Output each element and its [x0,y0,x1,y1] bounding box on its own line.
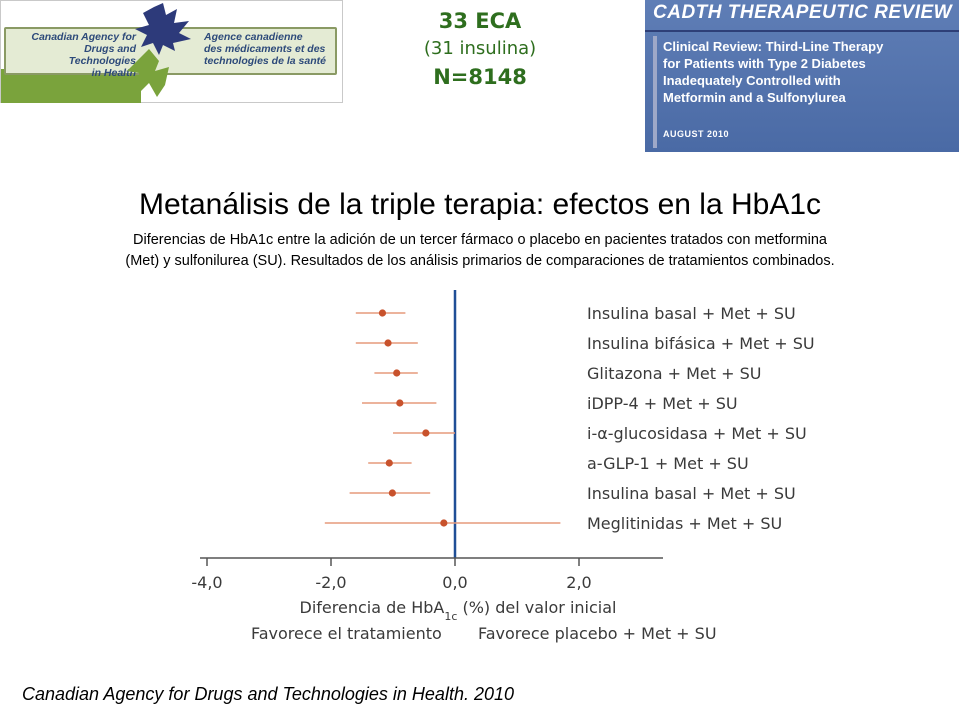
x-axis-title-prefix: Diferencia de HbA [300,598,445,617]
point-estimate [388,489,396,497]
cover-date: AUGUST 2010 [663,129,730,139]
trial-count: 33 ECA [438,9,522,33]
page-subtitle: Diferencias de HbA1c entre la adición de… [12,230,948,272]
forest-rows: Insulina basal + Met + SU Insulina bifási… [324,304,815,533]
subtitle-line-2: (Met) y sulfonilurea (SU). Resultados de… [125,253,835,269]
cadth-logo: Canadian Agency for Drugs and Technologi… [0,0,343,103]
cover-title: CADTH THERAPEUTIC REVIEW [653,2,953,23]
point-estimate [422,429,430,437]
point-estimate [385,459,393,467]
row-label: i-α-glucosidasa + Met + SU [587,424,807,443]
x-tick-label: 2,0 [566,573,591,592]
x-axis-ticks: -4,0 -2,0 0,0 2,0 [191,558,592,592]
x-axis-title-suffix: (%) del valor inicial [457,598,616,617]
row-label: Insulina basal + Met + SU [587,304,796,323]
row-label: iDPP-4 + Met + SU [587,394,738,413]
favors-treatment-note: Favorece el tratamiento [251,624,442,643]
maple-leaf-icon [127,3,191,97]
source-citation: Canadian Agency for Drugs and Technologi… [22,684,514,704]
report-cover: CADTH THERAPEUTIC REVIEW Clinical Review… [645,0,959,152]
row-label: Insulina basal + Met + SU [587,484,796,503]
point-estimate [378,309,387,317]
x-tick-label: 0,0 [442,573,467,592]
row-label: Insulina bifásica + Met + SU [587,334,815,353]
row-label: Glitazona + Met + SU [587,364,761,383]
point-estimate [393,369,401,377]
point-estimate [396,399,404,407]
cover-body: Clinical Review: Third-Line Therapy for … [663,39,884,105]
x-axis-title: Diferencia de HbA1c (%) del valor inicia… [300,598,617,623]
cover-stripe [653,36,657,148]
x-tick-label: -2,0 [315,573,346,592]
point-estimate [440,519,448,527]
x-tick-label: -4,0 [191,573,222,592]
x-axis-title-subscript: 1c [444,610,457,623]
subtitle-line-1: Diferencias de HbA1c entre la adición de… [133,232,827,248]
logo-english-text: Canadian Agency for Drugs and Technologi… [31,31,136,79]
patient-count: N=8148 [433,65,527,89]
row-label: Meglitinidas + Met + SU [587,514,782,533]
favors-placebo-note: Favorece placebo + Met + SU [478,624,717,643]
point-estimate [384,339,392,347]
cover-rule [645,30,959,32]
insulin-trial-count: (31 insulina) [423,38,537,59]
row-label: a-GLP-1 + Met + SU [587,454,749,473]
logo-french-text: Agence canadienne des médicaments et des… [204,31,326,67]
page-title: Metanálisis de la triple terapia: efecto… [138,188,822,221]
study-summary: 33 ECA (31 insulina) N=8148 [380,6,580,92]
